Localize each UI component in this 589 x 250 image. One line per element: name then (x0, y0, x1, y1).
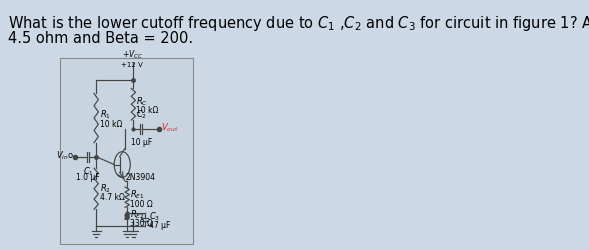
Text: What is the lower cutoff frequency due to $C_1$ ,$C_2$ and $C_3$ for circuit in : What is the lower cutoff frequency due t… (8, 14, 589, 33)
Text: 1.0 μF: 1.0 μF (77, 173, 100, 182)
Text: 4.5 ohm and Beta = 200.: 4.5 ohm and Beta = 200. (8, 31, 193, 46)
Text: 47 μF: 47 μF (149, 220, 170, 229)
Text: $R_{E1}$: $R_{E1}$ (130, 188, 145, 201)
Text: $R_1$: $R_1$ (100, 108, 111, 121)
Text: $R_C$: $R_C$ (137, 95, 148, 107)
Bar (60, 58, 193, 244)
Text: 4.7 kΩ: 4.7 kΩ (100, 192, 125, 201)
Text: 330 Ω: 330 Ω (130, 218, 153, 228)
Text: $C_1$: $C_1$ (82, 165, 94, 177)
Text: $C_2$: $C_2$ (136, 108, 147, 120)
Text: 10 kΩ: 10 kΩ (100, 119, 123, 128)
Text: 10 kΩ: 10 kΩ (137, 105, 159, 114)
Text: $V_{in}$o: $V_{in}$o (56, 149, 74, 161)
Text: 100 Ω: 100 Ω (130, 199, 153, 208)
Text: $R_2$: $R_2$ (100, 181, 111, 194)
Text: $+V_{CC}$: $+V_{CC}$ (121, 48, 143, 60)
Text: +12 V: +12 V (121, 62, 143, 68)
Text: $C_3$: $C_3$ (149, 210, 160, 222)
Text: $R_{E2}$: $R_{E2}$ (130, 208, 145, 220)
Text: 10 μF: 10 μF (131, 137, 152, 146)
Text: $V_{out}$: $V_{out}$ (161, 121, 178, 134)
Text: 2N3904: 2N3904 (126, 172, 156, 181)
